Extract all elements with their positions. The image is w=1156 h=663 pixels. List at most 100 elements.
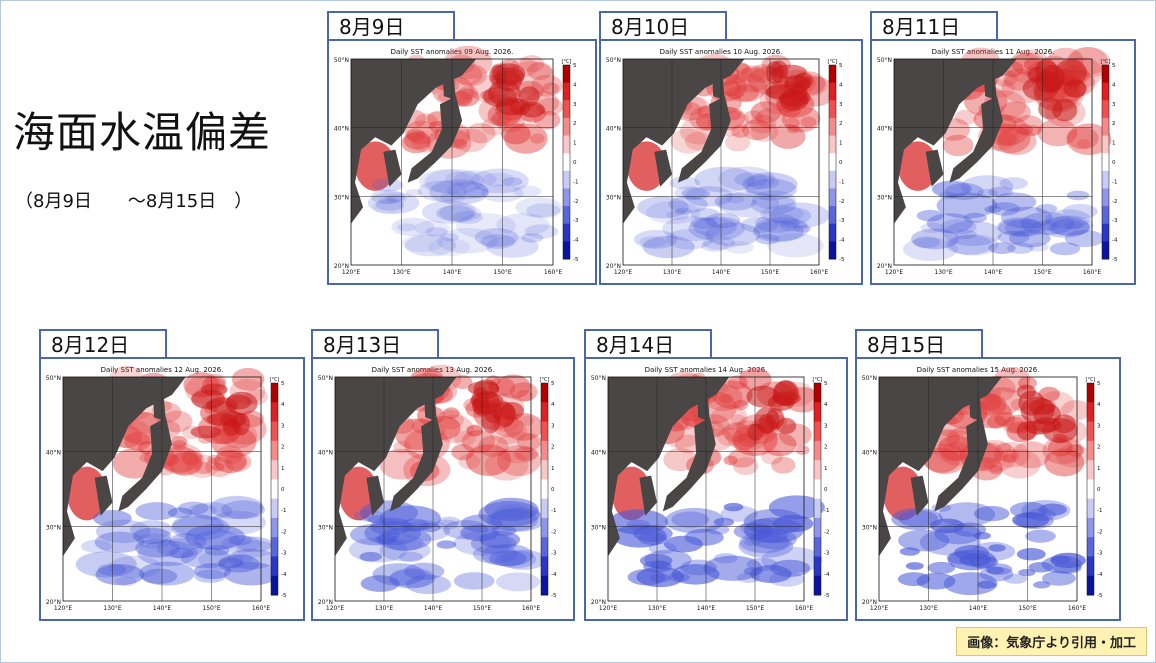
colorbar-tick: 3: [1112, 102, 1116, 108]
cool-anomaly: [228, 535, 253, 546]
colorbar-tick: -3: [573, 218, 579, 224]
cool-anomaly: [1003, 573, 1028, 584]
cool-anomaly: [171, 515, 230, 541]
cool-anomaly: [913, 236, 940, 248]
cool-anomaly: [905, 562, 924, 570]
cool-anomaly: [370, 517, 412, 536]
lat-tick: 30°N: [334, 194, 349, 201]
cool-anomaly: [751, 524, 773, 534]
cool-anomaly: [425, 227, 448, 237]
warm-anomaly: [491, 111, 512, 126]
graticule: [351, 59, 553, 265]
warm-anomaly: [670, 128, 707, 154]
warm-anomaly: [159, 443, 204, 475]
warm-anomaly: [722, 422, 751, 442]
warm-anomaly: [954, 109, 977, 125]
cool-anomaly: [443, 520, 489, 540]
lat-tick: 50°N: [46, 375, 61, 382]
colorbar-tick: 1: [1097, 466, 1101, 472]
cool-anomaly: [714, 192, 757, 211]
cool-anomaly: [743, 567, 763, 576]
cool-anomaly: [191, 502, 233, 520]
cool-anomaly: [779, 219, 808, 232]
warm-anomaly: [784, 74, 811, 88]
colorbar: [813, 382, 822, 596]
warm-anomaly: [452, 138, 468, 150]
cool-anomaly: [633, 230, 678, 249]
warm-anomaly: [168, 451, 203, 476]
lon-tick: 120°E: [885, 269, 903, 276]
warm-anomaly: [998, 449, 1041, 479]
cool-anomaly: [944, 183, 984, 200]
warm-anomaly: [379, 448, 424, 480]
cool-anomaly: [681, 187, 711, 200]
cool-anomaly: [114, 576, 137, 587]
warm-anomaly: [663, 447, 697, 472]
lat-tick: 20°N: [606, 263, 621, 270]
warm-anomaly: [212, 462, 225, 472]
warm-anomaly: [1042, 417, 1078, 443]
warm-anomaly: [406, 128, 426, 142]
cool-anomaly: [524, 224, 559, 239]
colorbar-tick: -5: [573, 257, 579, 263]
sst-map: Daily SST anomalies 13 Aug. 2026. 50°N 40°…: [318, 364, 557, 612]
cool-anomaly: [1035, 203, 1058, 214]
lon-tick: 160°E: [544, 269, 562, 276]
colorbar-tick: 2: [839, 121, 843, 127]
lon-tick: 150°E: [473, 605, 491, 612]
warm-anomaly: [766, 408, 785, 430]
cool-anomaly: [75, 551, 137, 578]
map-frame: Daily SST anomalies 15 Aug. 2026. 50°N 40°…: [855, 357, 1121, 621]
cool-anomaly: [437, 227, 498, 254]
cool-anomaly: [391, 217, 435, 237]
cool-anomaly: [1026, 508, 1056, 521]
cool-anomaly: [674, 207, 693, 216]
lat-tick: 50°N: [862, 375, 877, 382]
cool-anomaly: [478, 500, 540, 528]
colorbar-tick: 0: [824, 487, 828, 493]
cool-anomaly: [414, 220, 450, 236]
colorbar-tick: -5: [824, 593, 830, 599]
lat-tick: 50°N: [591, 375, 606, 382]
map-frame: Daily SST anomalies 13 Aug. 2026. 50°N 40°…: [311, 357, 575, 621]
panel-date-tab: 8月15日: [855, 329, 983, 359]
colorbar-tick: -5: [551, 593, 557, 599]
cool-anomaly: [236, 536, 273, 553]
colorbar-tick: 4: [1097, 402, 1101, 408]
cool-anomaly: [898, 510, 939, 528]
colorbar-unit: [°C]: [270, 377, 280, 383]
lon-tick: 130°E: [934, 269, 952, 276]
warm-anomaly: [730, 414, 746, 425]
warm-anomaly: [481, 117, 508, 136]
colorbar-tick: 4: [281, 402, 285, 408]
cool-anomaly: [367, 515, 387, 524]
colorbar-tick: -5: [281, 593, 287, 599]
cool-anomaly: [1025, 529, 1056, 543]
colorbar-tick: -1: [551, 508, 556, 514]
warm-anomaly: [404, 120, 439, 145]
warm-anomaly: [1035, 70, 1062, 93]
cool-anomaly: [932, 180, 972, 198]
warm-anomaly: [763, 432, 797, 457]
cool-anomaly: [377, 527, 432, 551]
cool-anomaly: [999, 177, 1028, 190]
cool-anomaly: [910, 228, 959, 250]
warm-anomaly: [784, 117, 800, 129]
warm-anomaly: [1056, 443, 1091, 468]
cool-anomaly: [718, 166, 775, 191]
colorbar-tick: -3: [281, 551, 287, 557]
cool-anomaly: [992, 192, 1037, 212]
lat-tick: 20°N: [318, 599, 333, 606]
warm-anomaly: [393, 440, 412, 454]
cool-anomaly: [736, 572, 761, 583]
cool-anomaly: [227, 548, 276, 570]
lat-tick: 50°N: [318, 375, 333, 382]
sst-map: Daily SST anomalies 12 Aug. 2026. 50°N 40°…: [46, 365, 287, 612]
cool-anomaly: [219, 557, 244, 569]
cool-anomaly: [389, 568, 436, 588]
lat-tick: 20°N: [862, 599, 877, 606]
graticule: [335, 377, 531, 601]
warm-anomaly: [994, 451, 1009, 462]
colorbar-tick: 1: [573, 141, 577, 147]
lat-tick: 40°N: [862, 450, 877, 457]
